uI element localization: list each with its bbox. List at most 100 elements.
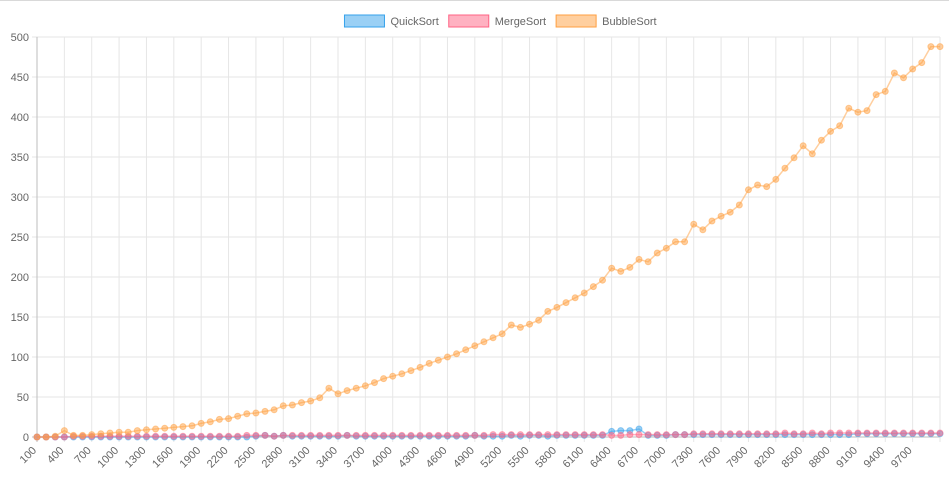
data-point[interactable] [215,415,223,423]
data-point[interactable] [407,431,415,439]
data-point[interactable] [434,356,442,364]
data-point[interactable] [653,431,661,439]
data-point[interactable] [42,433,50,441]
data-point[interactable] [252,431,260,439]
data-point[interactable] [179,432,187,440]
data-point[interactable] [845,429,853,437]
data-point[interactable] [398,370,406,378]
data-point[interactable] [507,431,515,439]
data-point[interactable] [726,430,734,438]
data-point[interactable] [900,74,908,82]
data-point[interactable] [361,431,369,439]
data-point[interactable] [425,359,433,367]
data-point[interactable] [544,307,552,315]
data-point[interactable] [626,263,634,271]
data-point[interactable] [380,375,388,383]
data-point[interactable] [927,43,935,51]
data-point[interactable] [544,431,552,439]
data-point[interactable] [562,299,570,307]
data-point[interactable] [827,127,835,135]
data-point[interactable] [69,431,77,439]
data-point[interactable] [434,431,442,439]
data-point[interactable] [644,431,652,439]
data-point[interactable] [325,384,333,392]
data-point[interactable] [334,431,342,439]
data-point[interactable] [690,220,698,228]
data-point[interactable] [690,430,698,438]
data-point[interactable] [799,142,807,150]
data-point[interactable] [243,410,251,418]
data-point[interactable] [133,427,141,435]
data-point[interactable] [389,372,397,380]
data-point[interactable] [188,422,196,430]
data-point[interactable] [526,320,534,328]
data-point[interactable] [407,367,415,375]
data-point[interactable] [708,430,716,438]
data-point[interactable] [635,255,643,263]
data-point[interactable] [298,399,306,407]
data-point[interactable] [571,294,579,302]
data-point[interactable] [389,431,397,439]
data-point[interactable] [106,429,114,437]
data-point[interactable] [781,164,789,172]
data-point[interactable] [215,432,223,440]
data-point[interactable] [152,432,160,440]
data-point[interactable] [516,323,524,331]
data-point[interactable] [644,258,652,266]
data-point[interactable] [416,363,424,371]
data-point[interactable] [653,249,661,257]
data-point[interactable] [453,350,461,358]
data-point[interactable] [617,267,625,275]
data-point[interactable] [817,136,825,144]
data-point[interactable] [343,431,351,439]
data-point[interactable] [553,303,561,311]
data-point[interactable] [735,430,743,438]
data-point[interactable] [589,431,597,439]
data-point[interactable] [288,401,296,409]
data-point[interactable] [443,431,451,439]
data-point[interactable] [507,321,515,329]
data-point[interactable] [790,430,798,438]
data-point[interactable] [79,431,87,439]
data-point[interactable] [225,432,233,440]
data-point[interactable] [298,431,306,439]
data-point[interactable] [599,431,607,439]
data-point[interactable] [206,432,214,440]
data-point[interactable] [717,430,725,438]
data-point[interactable] [808,429,816,437]
data-point[interactable] [553,431,561,439]
data-point[interactable] [535,316,543,324]
data-point[interactable] [617,431,625,439]
data-point[interactable] [279,402,287,410]
legend-item-quicksort[interactable]: QuickSort [343,14,439,28]
data-point[interactable] [863,429,871,437]
data-point[interactable] [288,431,296,439]
data-point[interactable] [763,183,771,191]
data-point[interactable] [261,431,269,439]
data-point[interactable] [918,59,926,67]
data-point[interactable] [872,91,880,99]
data-point[interactable] [206,418,214,426]
data-point[interactable] [33,433,41,441]
data-point[interactable] [671,431,679,439]
data-point[interactable] [416,431,424,439]
data-point[interactable] [717,212,725,220]
legend-item-bubblesort[interactable]: BubbleSort [555,14,657,28]
data-point[interactable] [662,431,670,439]
data-point[interactable] [881,429,889,437]
data-point[interactable] [881,87,889,95]
data-point[interactable] [261,407,269,415]
data-point[interactable] [763,430,771,438]
data-point[interactable] [307,431,315,439]
data-point[interactable] [334,390,342,398]
data-point[interactable] [161,424,169,432]
data-point[interactable] [471,431,479,439]
data-point[interactable] [316,431,324,439]
data-point[interactable] [635,431,643,439]
data-point[interactable] [425,431,433,439]
data-point[interactable] [754,181,762,189]
data-point[interactable] [115,428,123,436]
data-point[interactable] [97,430,105,438]
data-point[interactable] [799,430,807,438]
data-point[interactable] [571,431,579,439]
